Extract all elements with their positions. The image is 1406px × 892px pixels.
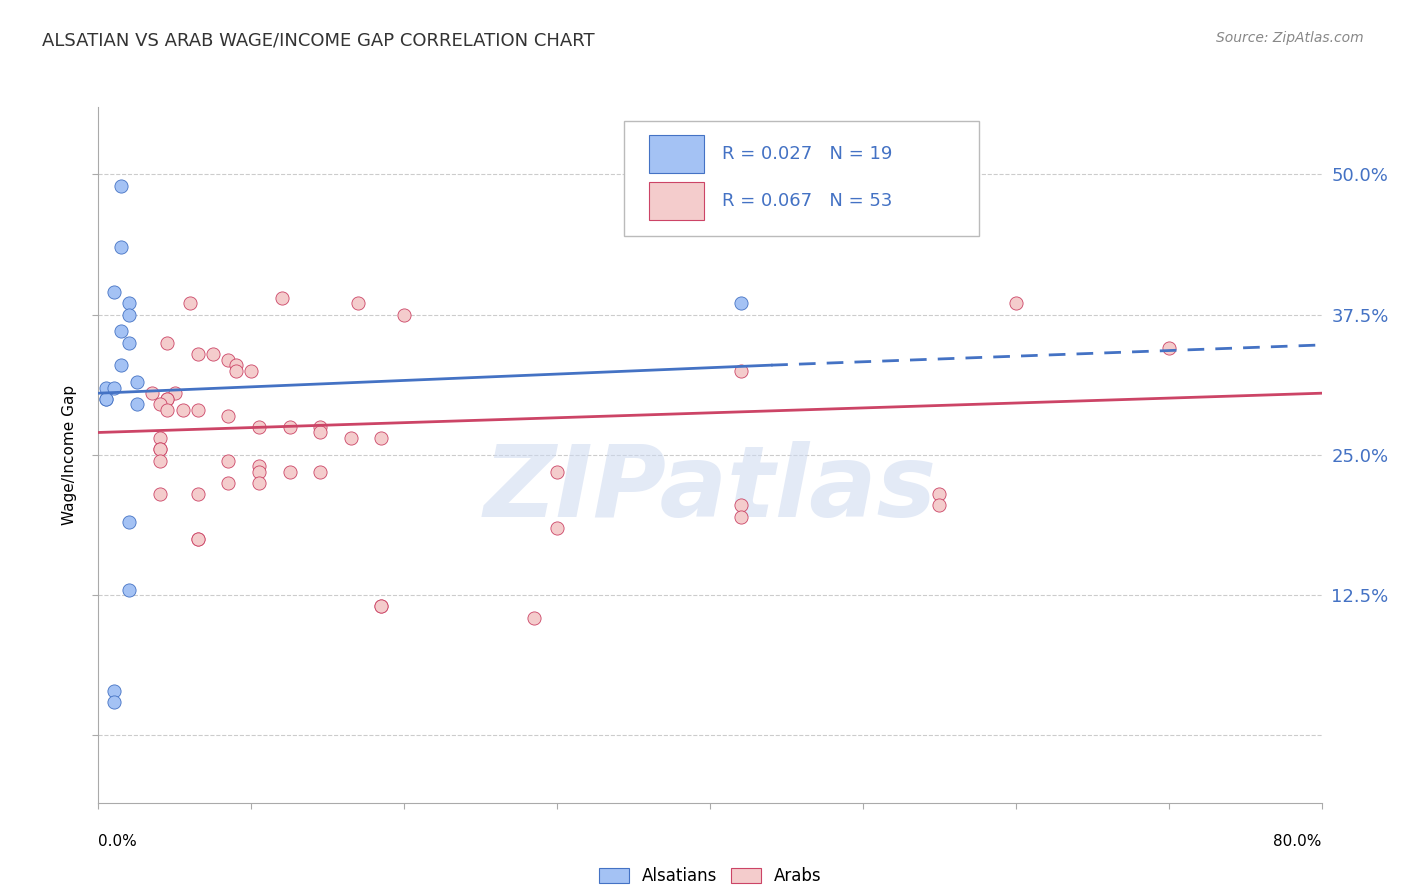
- Point: [270, 291, 292, 305]
- Point: [928, 487, 950, 501]
- Point: [149, 431, 172, 445]
- Point: [1157, 341, 1180, 355]
- FancyBboxPatch shape: [650, 182, 704, 220]
- Point: [187, 347, 209, 361]
- Point: [156, 392, 179, 406]
- Point: [1004, 296, 1026, 310]
- Point: [187, 487, 209, 501]
- Point: [247, 465, 270, 479]
- Point: [247, 459, 270, 474]
- Point: [125, 397, 148, 411]
- Point: [247, 420, 270, 434]
- Point: [309, 465, 332, 479]
- Point: [149, 453, 172, 467]
- Point: [94, 381, 117, 395]
- Point: [217, 475, 239, 490]
- Point: [730, 509, 752, 524]
- Point: [370, 599, 392, 614]
- Point: [110, 358, 132, 372]
- Point: [309, 425, 332, 440]
- Point: [103, 695, 125, 709]
- Point: [240, 364, 263, 378]
- Point: [278, 465, 301, 479]
- Point: [179, 296, 201, 310]
- Point: [149, 487, 172, 501]
- FancyBboxPatch shape: [650, 135, 704, 173]
- Point: [103, 381, 125, 395]
- Point: [103, 285, 125, 300]
- Point: [94, 392, 117, 406]
- Point: [309, 420, 332, 434]
- Point: [523, 610, 546, 624]
- Point: [110, 178, 132, 193]
- Y-axis label: Wage/Income Gap: Wage/Income Gap: [62, 384, 77, 525]
- Text: ZIPatlas: ZIPatlas: [484, 442, 936, 538]
- Text: ALSATIAN VS ARAB WAGE/INCOME GAP CORRELATION CHART: ALSATIAN VS ARAB WAGE/INCOME GAP CORRELA…: [42, 31, 595, 49]
- Point: [149, 397, 172, 411]
- Point: [110, 240, 132, 254]
- Point: [187, 403, 209, 417]
- Text: R = 0.067   N = 53: R = 0.067 N = 53: [723, 192, 893, 210]
- Point: [370, 599, 392, 614]
- Point: [156, 403, 179, 417]
- Point: [730, 296, 752, 310]
- Point: [141, 386, 163, 401]
- Point: [225, 364, 247, 378]
- Text: 80.0%: 80.0%: [1274, 834, 1322, 849]
- Point: [163, 386, 186, 401]
- Point: [118, 296, 141, 310]
- Point: [118, 335, 141, 350]
- Point: [118, 515, 141, 529]
- Point: [928, 499, 950, 513]
- Point: [278, 420, 301, 434]
- Text: 0.0%: 0.0%: [98, 834, 138, 849]
- Point: [103, 683, 125, 698]
- Point: [156, 392, 179, 406]
- Point: [125, 375, 148, 389]
- FancyBboxPatch shape: [624, 121, 979, 235]
- Point: [187, 532, 209, 546]
- Point: [339, 431, 361, 445]
- Point: [730, 364, 752, 378]
- Point: [110, 325, 132, 339]
- Text: Source: ZipAtlas.com: Source: ZipAtlas.com: [1216, 31, 1364, 45]
- Point: [217, 453, 239, 467]
- Point: [217, 352, 239, 367]
- Point: [225, 358, 247, 372]
- Point: [172, 403, 194, 417]
- Point: [149, 442, 172, 457]
- Point: [370, 431, 392, 445]
- Point: [149, 442, 172, 457]
- Point: [347, 296, 370, 310]
- Point: [247, 475, 270, 490]
- Legend: Alsatians, Arabs: Alsatians, Arabs: [592, 861, 828, 892]
- Point: [730, 499, 752, 513]
- Point: [392, 308, 416, 322]
- Point: [546, 521, 568, 535]
- Point: [546, 465, 568, 479]
- Text: R = 0.027   N = 19: R = 0.027 N = 19: [723, 145, 893, 162]
- Point: [118, 582, 141, 597]
- Point: [94, 392, 117, 406]
- Point: [217, 409, 239, 423]
- Point: [187, 532, 209, 546]
- Point: [156, 335, 179, 350]
- Point: [202, 347, 225, 361]
- Point: [118, 308, 141, 322]
